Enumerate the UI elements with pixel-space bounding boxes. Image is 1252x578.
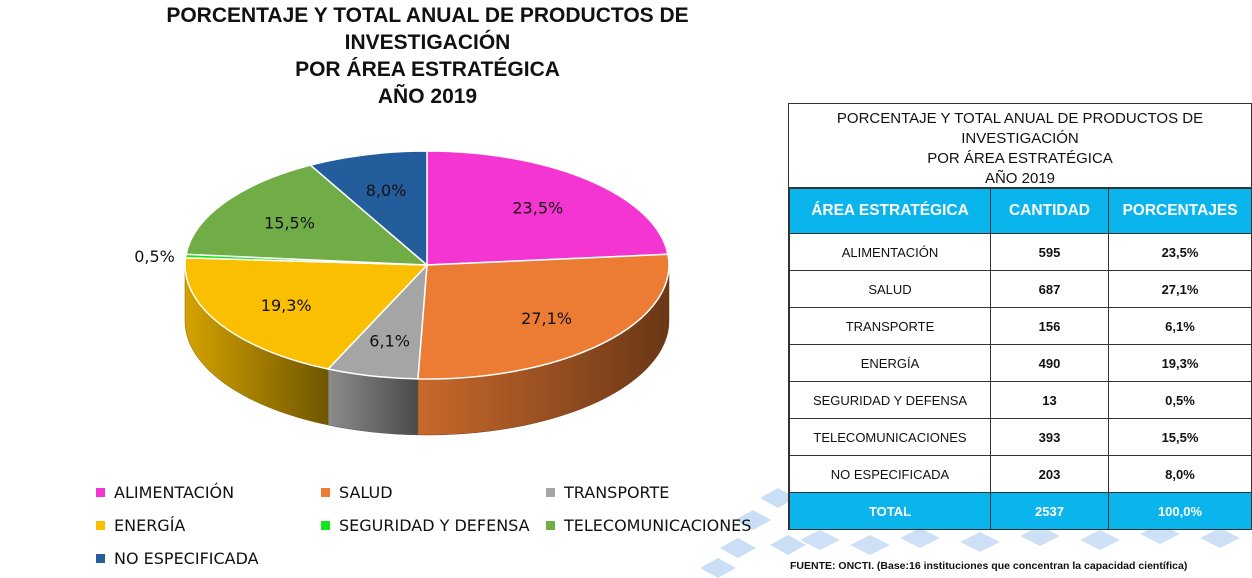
cell-area: ENERGÍA (789, 344, 991, 382)
legend-swatch (546, 487, 555, 497)
table-row: TELECOMUNICACIONES 393 15,5% (789, 418, 1252, 456)
cell-porcentaje: 19,3% (1108, 344, 1252, 382)
legend-item-no-especificada: NO ESPECIFICADA (96, 547, 259, 569)
legend-label: ALIMENTACIÓN (114, 482, 235, 502)
column-header-cantidad: CANTIDAD (990, 188, 1109, 234)
chart-title-line: INVESTIGACIÓN (344, 31, 511, 54)
legend-label: TRANSPORTE (564, 482, 670, 502)
table-header-row: ÁREA ESTRATÉGICA CANTIDAD PORCENTAJES (789, 188, 1252, 234)
cell-area: TELECOMUNICACIONES (789, 418, 991, 456)
cell-cantidad: 156 (990, 307, 1109, 345)
cell-cantidad: 393 (990, 418, 1109, 456)
table-row: NO ESPECIFICADA 203 8,0% (789, 455, 1252, 493)
cell-porcentaje: 8,0% (1108, 455, 1252, 493)
pie-slice-6 (308, 150, 428, 267)
table-title-line: AÑO 2019 (984, 170, 1056, 187)
chart-title-line: POR ÁREA ESTRATÉGICA (295, 58, 560, 81)
table-row: ENERGÍA 490 19,3% (789, 344, 1252, 382)
pie-slice-1 (417, 253, 670, 380)
table-title: PORCENTAJE Y TOTAL ANUAL DE PRODUCTOS DE… (789, 104, 1251, 188)
data-label-2: 6,1% (369, 332, 410, 351)
table-title-line: POR ÁREA ESTRATÉGICA (927, 150, 1113, 167)
legend-label: NO ESPECIFICADA (114, 548, 259, 568)
cell-porcentaje: 6,1% (1108, 307, 1252, 345)
chart-title-line: AÑO 2019 (377, 85, 478, 108)
total-porcentaje: 100,0% (1108, 492, 1252, 530)
cell-area: TRANSPORTE (789, 307, 991, 345)
chart-title-line: PORCENTAJE Y TOTAL ANUAL DE PRODUCTOS DE (166, 4, 689, 27)
pie-slice-5 (185, 164, 430, 266)
legend-label: SEGURIDAD Y DEFENSA (339, 515, 530, 535)
cell-area: NO ESPECIFICADA (789, 455, 991, 493)
legend-swatch (321, 520, 330, 530)
data-label-6: 8,0% (366, 181, 407, 200)
legend-label: SALUD (339, 482, 393, 502)
cell-porcentaje: 23,5% (1108, 233, 1252, 271)
pie-side-walls (184, 264, 670, 436)
legend-swatch (96, 553, 105, 563)
cell-cantidad: 490 (990, 344, 1109, 382)
legend-item-telecomunicaciones: TELECOMUNICACIONES (546, 514, 751, 536)
data-table-panel: PORCENTAJE Y TOTAL ANUAL DE PRODUCTOS DE… (788, 103, 1252, 530)
legend-swatch (96, 487, 105, 497)
table-row: TRANSPORTE 156 6,1% (789, 307, 1252, 345)
table-row: SALUD 687 27,1% (789, 270, 1252, 308)
data-label-5: 15,5% (264, 213, 315, 232)
legend-swatch (321, 487, 330, 497)
legend-item-salud: SALUD (321, 481, 393, 503)
cell-cantidad: 13 (990, 381, 1109, 419)
cell-area: ALIMENTACIÓN (789, 233, 991, 271)
chart-legend: ALIMENTACIÓN SALUD TRANSPORTE ENERGÍA SE… (96, 481, 786, 577)
pie-top-faces (184, 150, 670, 380)
data-label-3: 19,3% (261, 296, 312, 315)
legend-item-energia: ENERGÍA (96, 514, 185, 536)
cell-cantidad: 687 (990, 270, 1109, 308)
total-cantidad: 2537 (990, 492, 1109, 530)
legend-swatch (96, 520, 105, 530)
total-label: TOTAL (789, 492, 991, 530)
cell-area: SALUD (789, 270, 991, 308)
legend-item-transporte: TRANSPORTE (546, 481, 669, 503)
source-note: FUENTE: ONCTI. (Base:16 instituciones qu… (790, 560, 1188, 572)
pie-slice-0 (426, 150, 669, 266)
data-label-4: 0,5% (134, 247, 175, 266)
cell-cantidad: 595 (990, 233, 1109, 271)
cell-area: SEGURIDAD Y DEFENSA (789, 381, 991, 419)
data-label-1: 27,1% (521, 309, 572, 328)
table-row: ALIMENTACIÓN 595 23,5% (789, 233, 1252, 271)
data-table: ÁREA ESTRATÉGICA CANTIDAD PORCENTAJES AL… (789, 188, 1252, 530)
chart-title: PORCENTAJE Y TOTAL ANUAL DE PRODUCTOS DE… (60, 2, 795, 110)
pie-data-labels: 23,5% 27,1% 6,1% 19,3% 0,5% 15,5% 8,0% (134, 181, 572, 351)
legend-swatch (546, 520, 555, 530)
column-header-area: ÁREA ESTRATÉGICA (789, 188, 991, 234)
legend-label: TELECOMUNICACIONES (564, 515, 752, 535)
cell-porcentaje: 0,5% (1108, 381, 1252, 419)
column-header-porcentajes: PORCENTAJES (1108, 188, 1252, 234)
table-total-row: TOTAL 2537 100,0% (789, 492, 1252, 530)
data-label-0: 23,5% (512, 199, 563, 218)
table-row: SEGURIDAD Y DEFENSA 13 0,5% (789, 381, 1252, 419)
cell-porcentaje: 27,1% (1108, 270, 1252, 308)
table-title-line: PORCENTAJE Y TOTAL ANUAL DE PRODUCTOS DE (836, 110, 1204, 127)
legend-item-seguridad: SEGURIDAD Y DEFENSA (321, 514, 530, 536)
legend-label: ENERGÍA (114, 515, 186, 535)
legend-item-alimentacion: ALIMENTACIÓN (96, 481, 234, 503)
cell-porcentaje: 15,5% (1108, 418, 1252, 456)
table-title-line: INVESTIGACIÓN (961, 130, 1079, 147)
pie-slice-3 (184, 257, 429, 370)
cell-cantidad: 203 (990, 455, 1109, 493)
